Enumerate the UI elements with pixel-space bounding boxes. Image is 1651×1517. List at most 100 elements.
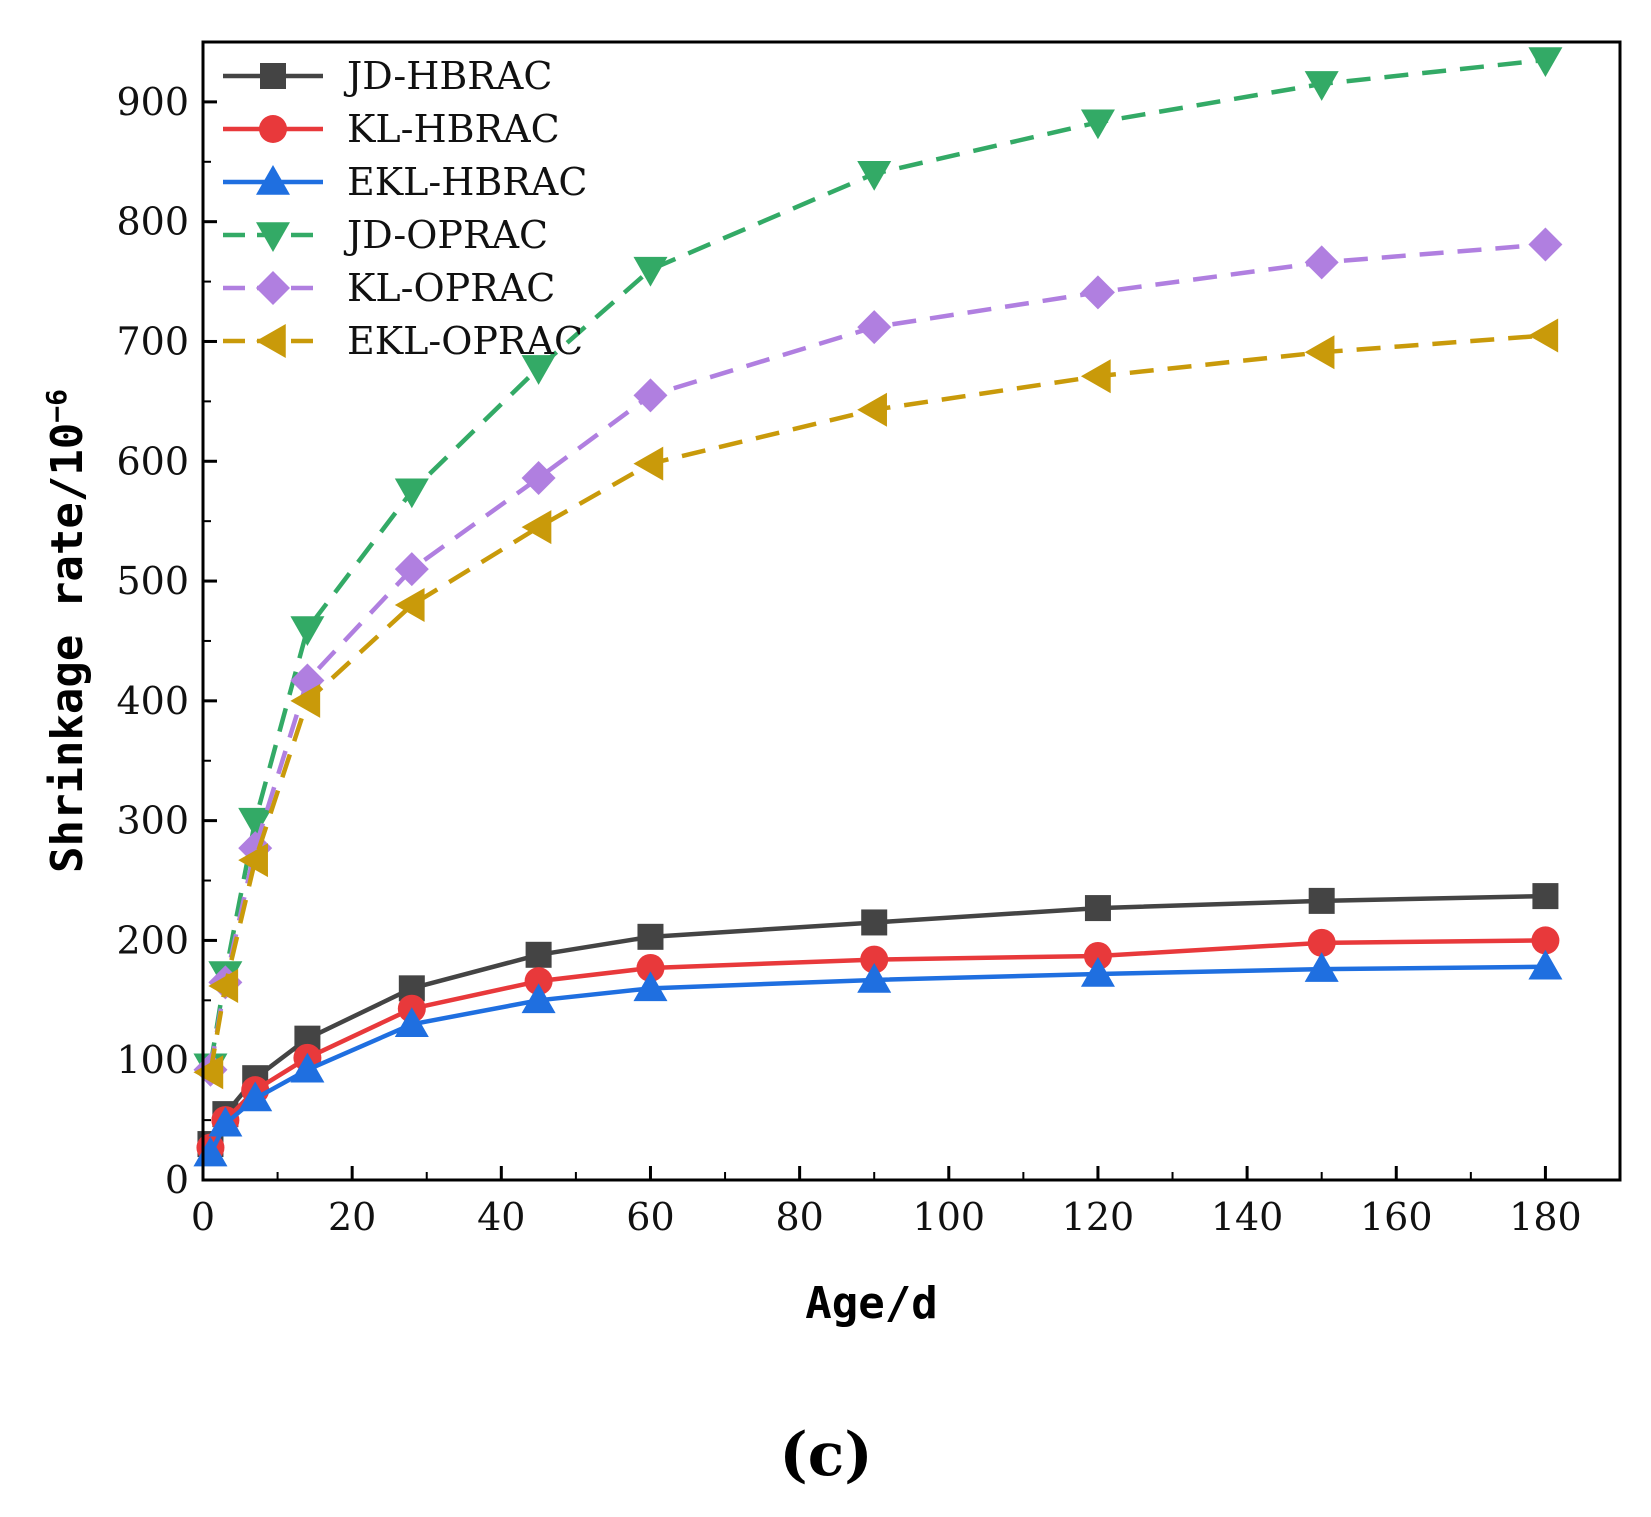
- data-point-ekl-oprac: [208, 968, 239, 1003]
- data-point-ekl-oprac: [290, 683, 321, 718]
- series-line-kl-oprac: [208, 242, 1546, 1071]
- data-point-kl-oprac: [1080, 275, 1115, 310]
- data-point-ekl-oprac: [1080, 359, 1111, 394]
- legend-item-jd-oprac: JD-OPRAC: [223, 213, 548, 257]
- data-point-ekl-hbrac: [290, 1052, 325, 1083]
- data-point-ekl-hbrac: [633, 971, 668, 1002]
- y-tick-label: 0: [165, 1158, 189, 1202]
- data-point-jd-oprac: [633, 256, 668, 287]
- data-point-kl-oprac: [1528, 227, 1563, 262]
- data-point-kl-oprac: [394, 552, 429, 587]
- data-point-ekl-hbrac: [1080, 956, 1115, 987]
- legend-label-ekl-hbrac: EKL-HBRAC: [347, 160, 587, 204]
- data-point-ekl-hbrac: [857, 962, 892, 993]
- data-point-jd-oprac: [857, 161, 892, 191]
- legend-item-kl-hbrac: KL-HBRAC: [223, 107, 560, 151]
- data-point-ekl-oprac: [1528, 318, 1559, 353]
- y-tick-label: 300: [116, 799, 189, 843]
- series-layer: [193, 47, 1563, 1167]
- series-jd-hbrac: [197, 883, 1559, 1158]
- data-point-kl-hbrac: [1531, 926, 1560, 955]
- data-point-jd-hbrac: [637, 923, 664, 950]
- y-tick-label: 100: [116, 1038, 189, 1082]
- legend-label-jd-oprac: JD-OPRAC: [343, 213, 548, 257]
- series-line-ekl-oprac: [208, 333, 1546, 1073]
- legend-marker-ekl-oprac: [256, 324, 286, 358]
- data-point-ekl-hbrac: [1528, 949, 1563, 980]
- data-point-ekl-hbrac: [1304, 952, 1339, 982]
- data-point-jd-hbrac: [1084, 895, 1111, 922]
- x-tick-label: 180: [1509, 1195, 1582, 1239]
- x-tick-label: 100: [913, 1195, 986, 1239]
- x-tick-label: 0: [191, 1195, 215, 1239]
- legend-item-kl-oprac: KL-OPRAC: [223, 266, 555, 310]
- tick-labels: 0 20 40 60 80 100 120 140 160 180 0 100 200 300 400 500…: [116, 80, 1581, 1239]
- y-tick-label: 500: [116, 559, 189, 603]
- legend: JD-HBRAC KL-HBRAC EKL-HBRAC JD-OPRAC KL-OPRA…: [223, 54, 587, 363]
- legend-marker-jd-oprac: [256, 222, 290, 252]
- data-point-ekl-hbrac: [521, 983, 556, 1014]
- y-tick-label: 900: [116, 80, 189, 124]
- x-tick-label: 160: [1360, 1195, 1433, 1239]
- series-ekl-hbrac: [193, 949, 1563, 1167]
- x-tick-label: 80: [775, 1195, 823, 1239]
- data-point-jd-oprac: [1304, 71, 1339, 101]
- data-point-kl-hbrac: [636, 953, 665, 982]
- data-point-jd-hbrac: [525, 941, 552, 968]
- x-tick-label: 40: [477, 1195, 525, 1239]
- data-point-kl-hbrac: [1083, 941, 1112, 970]
- y-tick-label: 700: [116, 319, 189, 363]
- data-point-ekl-hbrac: [208, 1106, 243, 1137]
- legend-label-jd-hbrac: JD-HBRAC: [343, 54, 552, 98]
- y-axis-title-exponent: −6: [40, 389, 73, 423]
- x-tick-label: 140: [1211, 1195, 1284, 1239]
- data-point-ekl-oprac: [857, 392, 887, 427]
- y-tick-label: 800: [116, 200, 189, 244]
- legend-item-ekl-hbrac: EKL-HBRAC: [223, 160, 587, 204]
- data-point-ekl-hbrac: [394, 1007, 429, 1038]
- data-point-ekl-oprac: [238, 843, 268, 878]
- y-tick-label: 600: [116, 439, 189, 483]
- data-point-jd-oprac: [394, 478, 429, 509]
- y-axis-title: Shrinkage rate/10−6: [40, 389, 94, 873]
- data-point-kl-hbrac: [524, 967, 553, 996]
- legend-marker-kl-hbrac: [259, 115, 287, 143]
- data-point-jd-oprac: [238, 807, 273, 838]
- plot-frame: [201, 40, 1622, 1182]
- x-tick-label: 120: [1062, 1195, 1135, 1239]
- data-point-ekl-oprac: [521, 510, 552, 545]
- series-ekl-oprac: [193, 318, 1559, 1090]
- data-point-jd-oprac: [1528, 47, 1563, 77]
- series-kl-hbrac: [196, 926, 1560, 1162]
- y-tick-label: 400: [116, 679, 189, 723]
- data-point-ekl-oprac: [394, 588, 425, 623]
- series-kl-oprac: [193, 227, 1563, 1087]
- panel-label: (c): [779, 1420, 872, 1490]
- data-point-jd-oprac: [521, 355, 556, 385]
- data-point-ekl-oprac: [193, 1055, 224, 1090]
- y-tick-label: 200: [116, 918, 189, 962]
- data-point-kl-oprac: [857, 310, 892, 345]
- x-tick-label: 20: [328, 1195, 376, 1239]
- data-point-kl-hbrac: [860, 945, 889, 974]
- legend-marker-jd-hbrac: [260, 63, 286, 89]
- x-axis-title: Age/d: [805, 1278, 937, 1329]
- data-point-kl-oprac: [521, 461, 556, 496]
- data-point-jd-hbrac: [1308, 887, 1335, 914]
- data-point-jd-hbrac: [861, 909, 888, 936]
- legend-label-ekl-oprac: EKL-OPRAC: [347, 319, 583, 363]
- data-point-ekl-oprac: [1304, 335, 1335, 370]
- data-point-jd-hbrac: [1532, 883, 1559, 910]
- data-point-ekl-oprac: [633, 446, 664, 481]
- data-point-kl-hbrac: [1307, 928, 1336, 957]
- legend-marker-kl-oprac: [256, 271, 290, 305]
- legend-item-ekl-oprac: EKL-OPRAC: [223, 319, 583, 363]
- data-point-ekl-hbrac: [238, 1081, 273, 1112]
- legend-label-kl-hbrac: KL-HBRAC: [347, 107, 560, 151]
- legend-marker-ekl-hbrac: [256, 165, 290, 195]
- data-point-jd-oprac: [290, 616, 325, 646]
- legend-label-kl-oprac: KL-OPRAC: [347, 266, 555, 310]
- data-point-kl-oprac: [633, 378, 668, 413]
- y-axis-title-base: Shrinkage rate/10: [42, 423, 93, 873]
